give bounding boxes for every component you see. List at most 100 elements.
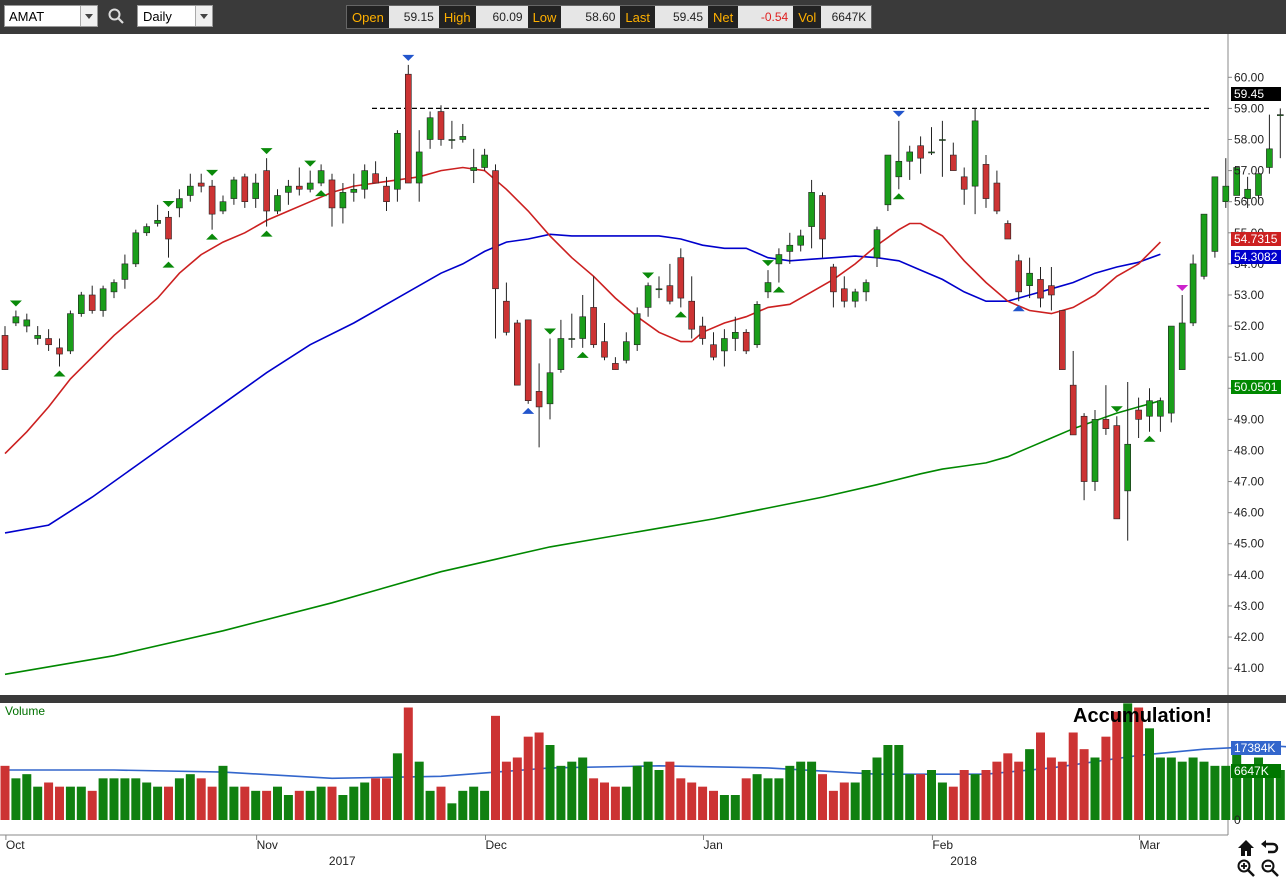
volume-bar bbox=[1200, 762, 1209, 820]
candle-body bbox=[2, 335, 8, 369]
candle-body bbox=[1179, 323, 1185, 370]
marker-down bbox=[261, 148, 273, 154]
search-icon[interactable] bbox=[108, 8, 124, 24]
candle-body bbox=[264, 171, 270, 211]
volume-bar bbox=[197, 778, 206, 820]
symbol-dropdown-button[interactable] bbox=[80, 6, 97, 26]
candle-body bbox=[24, 320, 30, 326]
net-label: Net bbox=[708, 6, 738, 28]
ma-mid-line bbox=[5, 234, 1160, 533]
volume-bar bbox=[219, 766, 228, 820]
volume-bar bbox=[1178, 762, 1187, 820]
volume-bar bbox=[1003, 753, 1012, 820]
volume-bar bbox=[905, 774, 914, 820]
volume-bar bbox=[992, 762, 1001, 820]
candle-body bbox=[885, 155, 891, 205]
marker-down bbox=[304, 161, 316, 167]
volume-bar bbox=[142, 783, 151, 821]
volume-bar bbox=[153, 787, 162, 820]
marker-up bbox=[206, 234, 218, 240]
volume-bar bbox=[447, 803, 456, 820]
ma-mid-tag: 54.3082 bbox=[1231, 250, 1281, 264]
volume-bar bbox=[1025, 749, 1034, 820]
volume-bar bbox=[262, 791, 271, 820]
price-tick-label: 49.00 bbox=[1234, 412, 1264, 426]
volume-bar bbox=[513, 758, 522, 821]
volume-bar bbox=[927, 770, 936, 820]
candle-body bbox=[994, 183, 1000, 211]
candle-body bbox=[1081, 416, 1087, 481]
candle-body bbox=[351, 189, 357, 192]
candle-body bbox=[405, 74, 411, 183]
volume-bar bbox=[567, 762, 576, 820]
period-dropdown-button[interactable] bbox=[195, 6, 212, 26]
volume-bar bbox=[622, 787, 631, 820]
candle-body bbox=[602, 342, 608, 358]
candle-body bbox=[427, 118, 433, 140]
last-price-tag: 59.45 bbox=[1231, 87, 1281, 101]
volume-bar bbox=[731, 795, 740, 820]
time-tick-label: Jan bbox=[704, 838, 723, 852]
volume-bar bbox=[131, 778, 140, 820]
volume-bar bbox=[1047, 758, 1056, 821]
volume-bar bbox=[698, 787, 707, 820]
volume-bar bbox=[578, 758, 587, 821]
marker-down bbox=[642, 273, 654, 279]
volume-bar bbox=[840, 783, 849, 821]
candle-body bbox=[950, 155, 956, 171]
candle-body bbox=[852, 292, 858, 301]
candle-body bbox=[841, 289, 847, 301]
candle-body bbox=[503, 301, 509, 332]
candle-body bbox=[634, 314, 640, 345]
candle-body bbox=[820, 195, 826, 239]
candle-body bbox=[1048, 286, 1054, 295]
open-label: Open bbox=[347, 6, 389, 28]
candles bbox=[2, 65, 1286, 541]
zoom-in-icon[interactable] bbox=[1236, 858, 1256, 878]
pane-separator[interactable] bbox=[0, 695, 1286, 703]
volume-bar bbox=[982, 770, 991, 820]
candle-body bbox=[1190, 264, 1196, 323]
candle-body bbox=[1125, 444, 1131, 491]
undo-icon[interactable] bbox=[1260, 838, 1280, 858]
zoom-out-icon[interactable] bbox=[1260, 858, 1280, 878]
symbol-input[interactable]: AMAT bbox=[4, 5, 98, 27]
candle-body bbox=[983, 164, 989, 198]
candle-body bbox=[231, 180, 237, 199]
candle-body bbox=[612, 363, 618, 369]
volume-bar bbox=[818, 774, 827, 820]
volume-bar bbox=[709, 791, 718, 820]
candle-body bbox=[656, 289, 662, 290]
volume-bar bbox=[1167, 758, 1176, 821]
candle-body bbox=[482, 155, 488, 167]
candle-body bbox=[89, 295, 95, 311]
candle-body bbox=[35, 335, 41, 338]
period-select[interactable]: Daily bbox=[137, 5, 213, 27]
candle-body bbox=[57, 348, 63, 354]
ma-short-tag: 54.7315 bbox=[1231, 232, 1281, 246]
candle-body bbox=[1212, 177, 1218, 252]
candle-body bbox=[809, 192, 815, 226]
last-label: Last bbox=[620, 6, 655, 28]
volume-bar bbox=[862, 770, 871, 820]
candle-body bbox=[547, 373, 553, 404]
volume-bar bbox=[295, 791, 304, 820]
candle-body bbox=[743, 332, 749, 351]
candle-body bbox=[13, 317, 19, 323]
candle-body bbox=[275, 195, 281, 211]
candle-body bbox=[1157, 401, 1163, 417]
net-value: -0.54 bbox=[738, 6, 793, 28]
price-tick-label: 47.00 bbox=[1234, 475, 1264, 489]
home-icon[interactable] bbox=[1236, 838, 1256, 858]
stock-chart[interactable]: 60.0059.0058.0057.0056.0055.0054.0053.00… bbox=[0, 34, 1286, 877]
candle-body bbox=[863, 283, 869, 292]
volume-bar bbox=[916, 774, 925, 820]
candle-body bbox=[580, 317, 586, 339]
candle-body bbox=[929, 152, 935, 153]
candle-body bbox=[536, 391, 542, 407]
volume-bar bbox=[186, 774, 195, 820]
candle-body bbox=[1277, 115, 1283, 116]
marker-up bbox=[577, 352, 589, 358]
price-tick-label: 46.00 bbox=[1234, 506, 1264, 520]
volume-bar bbox=[524, 737, 533, 820]
